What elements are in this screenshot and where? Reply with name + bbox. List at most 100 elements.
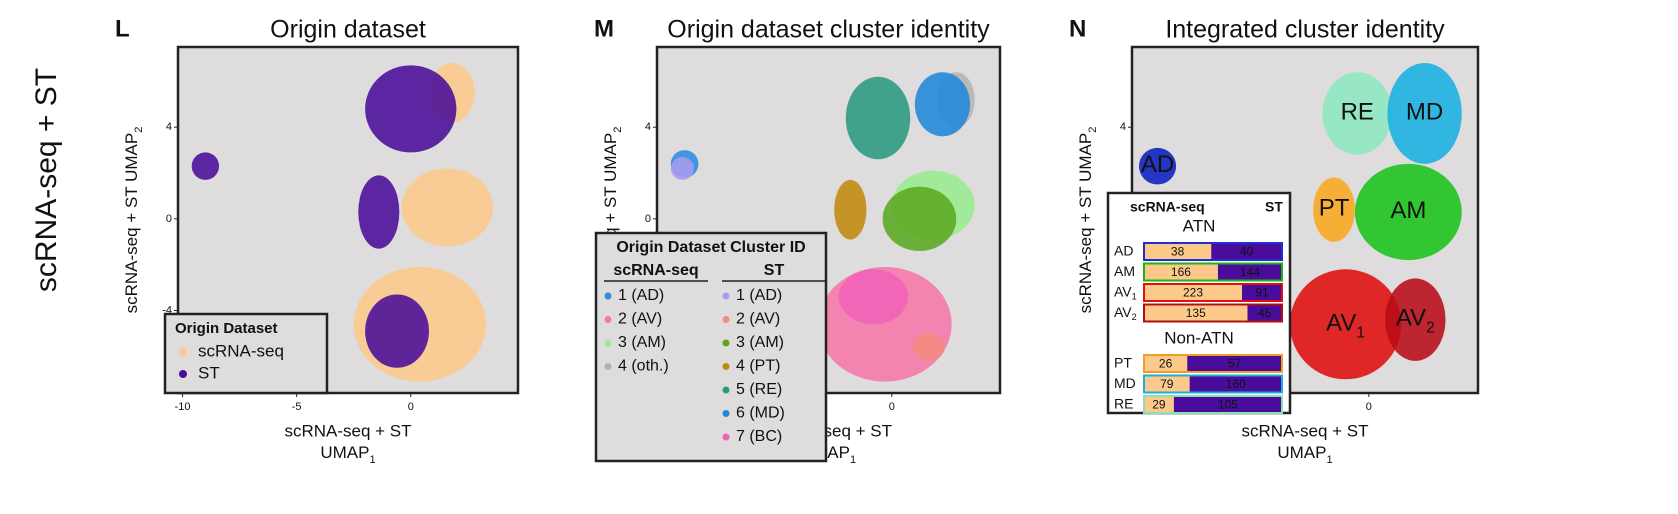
legend-label: 7 (BC) xyxy=(736,428,782,445)
cluster-label-part: RE xyxy=(1341,99,1374,126)
cluster-label-part: AV xyxy=(1326,310,1356,337)
cluster-label: AM xyxy=(1390,197,1426,224)
x-tick-label: 0 xyxy=(889,401,895,413)
inset-bar-segment xyxy=(1217,263,1282,281)
cluster-region xyxy=(882,186,957,251)
legend-title: Origin Dataset xyxy=(175,320,278,337)
inset-value: 26 xyxy=(1159,357,1173,371)
y-tick-label: 4 xyxy=(1120,121,1126,133)
inset-row-label-part: PT xyxy=(1114,354,1132,370)
cluster-label-part: AM xyxy=(1390,197,1426,224)
inset-bar-segment xyxy=(1144,375,1190,393)
inset-bar-frame xyxy=(1143,395,1283,414)
cluster-region xyxy=(365,294,430,368)
y-axis-label-sub: 2 xyxy=(612,127,624,133)
x-axis-label: scRNA-seq + ST xyxy=(1241,421,1368,440)
legend-swatch xyxy=(179,370,187,378)
inset-legend-label: ST xyxy=(1265,199,1283,215)
legend-swatch xyxy=(722,292,730,300)
inset-row-label: AV2 xyxy=(1114,304,1137,323)
inset-value: 105 xyxy=(1218,398,1238,412)
x-axis-label-2-part: UMAP xyxy=(1277,443,1326,462)
cluster-region xyxy=(670,156,694,180)
inset-bar-segment xyxy=(1242,284,1282,301)
y-tick-label: 4 xyxy=(645,121,651,133)
inset-bar-segment xyxy=(1144,284,1243,301)
inset-bar-frame xyxy=(1143,374,1283,394)
inset-value: 79 xyxy=(1160,377,1174,391)
inset-legend-label: scRNA-seq xyxy=(1130,199,1205,215)
inset-bar-segment xyxy=(1189,375,1282,393)
inset-group-title: Non-ATN xyxy=(1164,328,1234,347)
inset-value: 144 xyxy=(1240,265,1260,279)
cluster-region xyxy=(1354,163,1462,261)
cluster-region xyxy=(365,65,457,153)
cluster-region xyxy=(1289,269,1402,380)
legend-swatch xyxy=(604,316,612,323)
x-axis-label-2-part: UMAP xyxy=(320,443,369,462)
y-axis-label: scRNA-seq + ST UMAP2 xyxy=(1076,127,1098,314)
inset-value: 160 xyxy=(1226,377,1246,391)
cluster-region xyxy=(845,76,911,160)
y-tick-label: 0 xyxy=(166,213,172,225)
x-axis-label-2-sub: 1 xyxy=(369,454,375,466)
plot-frame xyxy=(655,45,1002,395)
legend-label: 6 (MD) xyxy=(736,405,785,422)
cluster-region xyxy=(1387,63,1462,164)
inset-bar-segment xyxy=(1187,355,1282,372)
y-axis-label: scRNA-seq + ST UMAP2 xyxy=(122,127,144,314)
legend-swatch xyxy=(722,363,730,370)
legend-swatch xyxy=(722,339,730,347)
cluster-label: AV2 xyxy=(1396,305,1435,336)
cluster-label: RE xyxy=(1341,99,1374,126)
inset-row-label-part: MD xyxy=(1114,375,1136,391)
inset-value: 38 xyxy=(1171,245,1185,259)
legend-group-title: ST xyxy=(764,262,785,279)
cluster-label: AD xyxy=(1141,151,1174,178)
panel-title: Origin dataset xyxy=(270,16,426,44)
cluster-label-part: AD xyxy=(1141,151,1174,178)
legend-label: 5 (RE) xyxy=(736,381,782,398)
x-axis-label-2: UMAP1 xyxy=(320,443,375,465)
inset-value: 223 xyxy=(1183,286,1203,300)
inset-bar-segment xyxy=(1173,396,1282,413)
inset-row-label: PT xyxy=(1114,354,1132,370)
inset-group-title: ATN xyxy=(1183,216,1216,235)
plot-content xyxy=(670,72,975,382)
inset-value: 57 xyxy=(1228,357,1242,371)
legend-label: 3 (AM) xyxy=(736,334,784,351)
legend-label: 1 (AD) xyxy=(618,287,664,304)
panel-letter: M xyxy=(594,15,614,42)
legend-swatch xyxy=(604,363,612,370)
legend-swatch xyxy=(722,433,730,441)
x-tick-label: -5 xyxy=(292,401,302,413)
inset-bar-segment xyxy=(1144,243,1212,260)
cluster-label-sub: 1 xyxy=(1356,324,1365,341)
y-tick-label: -4 xyxy=(162,304,172,316)
inset-row-label: AD xyxy=(1114,242,1133,258)
cluster-region xyxy=(1322,72,1393,155)
cluster-label-part: MD xyxy=(1406,99,1443,126)
cluster-region xyxy=(358,175,400,249)
legend-box xyxy=(594,231,828,463)
legend-label: 4 (oth.) xyxy=(618,358,669,375)
inset-bar-frame xyxy=(1143,354,1283,373)
x-axis-label-2-sub: 1 xyxy=(1326,454,1332,466)
inset-row-label-part: RE xyxy=(1114,395,1133,411)
inset-bar-segment xyxy=(1144,396,1174,413)
cluster-region xyxy=(838,269,908,325)
panel-letter: N xyxy=(1069,15,1086,42)
legend-label: 4 (PT) xyxy=(736,358,780,375)
inset-value: 29 xyxy=(1152,398,1166,412)
inset-value: 45 xyxy=(1258,306,1272,320)
cluster-region xyxy=(1313,177,1355,242)
cluster-label-part: PT xyxy=(1319,195,1350,222)
panel-letter: L xyxy=(115,15,130,42)
panel-title: Integrated cluster identity xyxy=(1165,16,1445,44)
legend-label: 2 (AV) xyxy=(736,311,780,328)
inset-bar-segment xyxy=(1144,304,1248,322)
inset-row-label: AM xyxy=(1114,263,1135,279)
legend-swatch xyxy=(604,292,612,300)
inset-value: 166 xyxy=(1171,265,1191,279)
y-axis-label-sub: 2 xyxy=(133,127,145,133)
